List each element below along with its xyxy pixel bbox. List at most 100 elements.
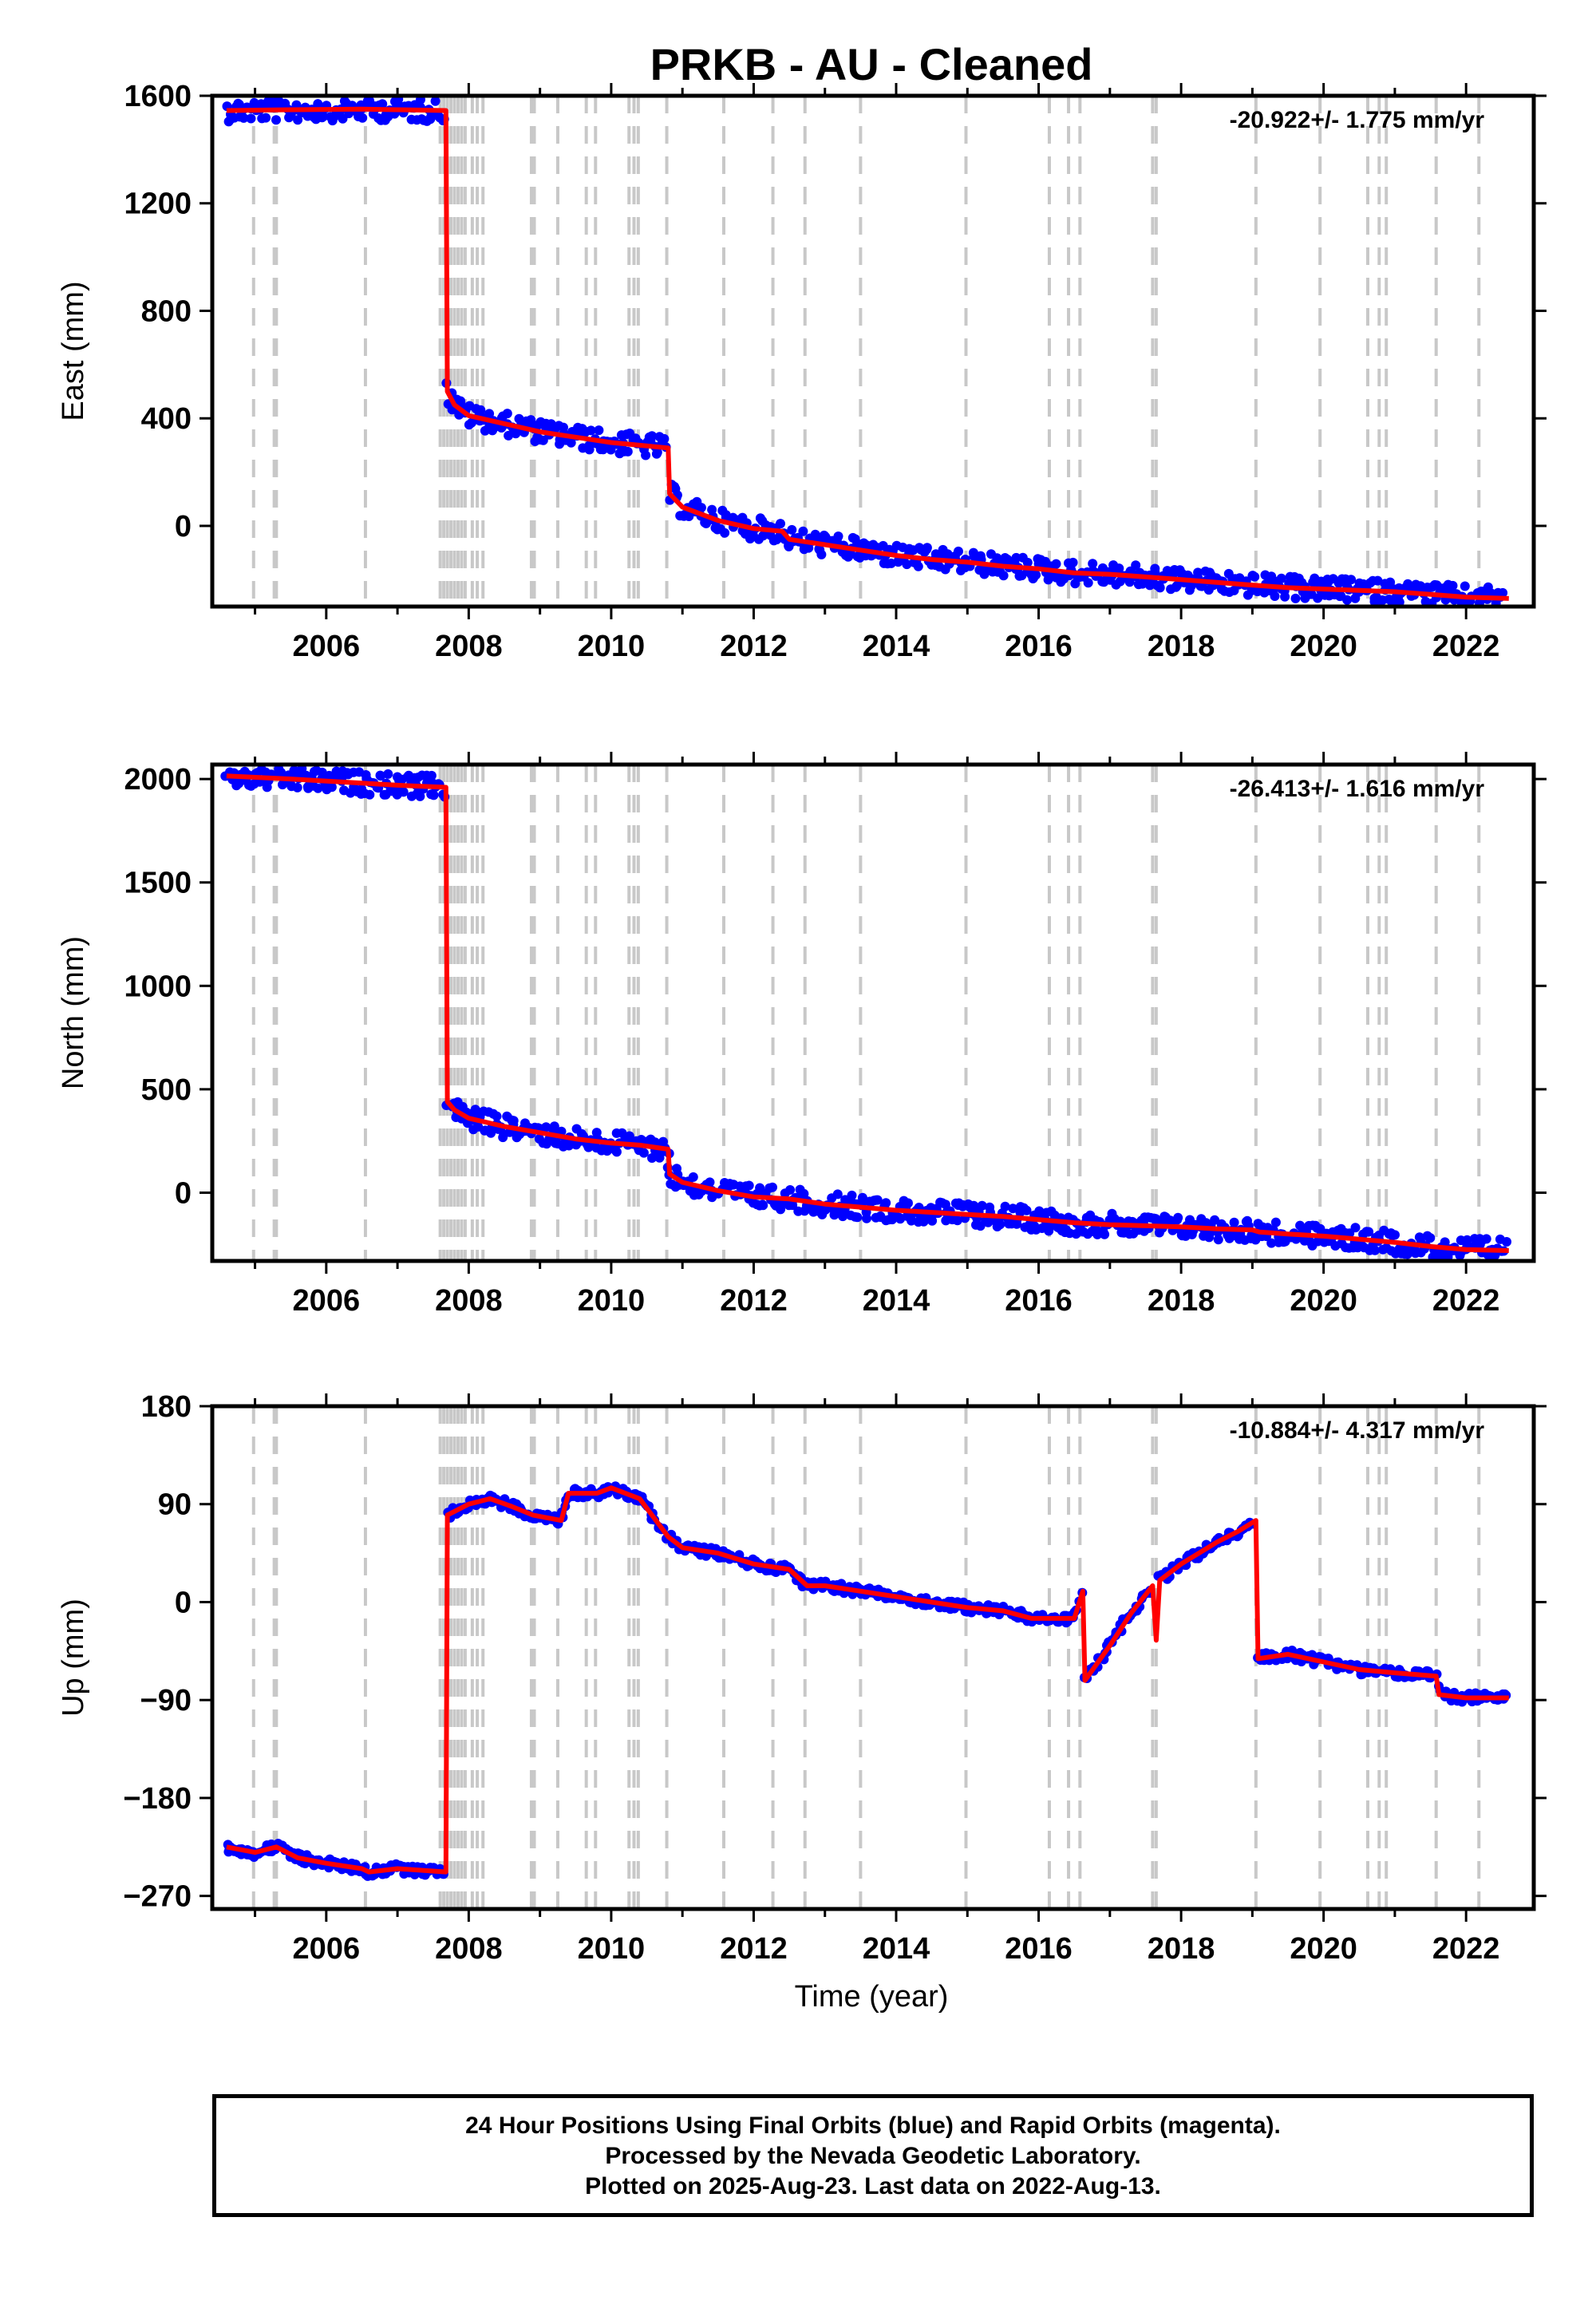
data-point <box>1266 1238 1277 1248</box>
panel-north: 2000 1500 1000 500 0 2006 2008 2010 2012 2014 2016… <box>57 752 1547 1318</box>
data-point <box>1187 1229 1197 1239</box>
data-point <box>1498 587 1508 598</box>
data-point <box>239 113 249 123</box>
x-tick-label: 2016 <box>1005 1284 1073 1318</box>
data-point <box>508 1116 519 1126</box>
data-point <box>492 1111 502 1121</box>
x-tick-label: 2008 <box>435 630 503 663</box>
data-point <box>611 1147 622 1157</box>
y-tick-label: 0 <box>175 1586 192 1619</box>
x-tick-label: 2018 <box>1148 1932 1215 1966</box>
x-tick-label: 2012 <box>720 1284 788 1318</box>
data-point <box>816 549 827 559</box>
data-point <box>975 551 986 561</box>
data-point <box>776 519 785 529</box>
y-tick-label: −180 <box>123 1782 192 1816</box>
x-tick-label: 2010 <box>578 1284 646 1318</box>
data-point <box>606 445 616 455</box>
data-point <box>1031 570 1041 580</box>
x-tick-label: 2008 <box>435 1932 503 1966</box>
data-point <box>922 544 932 555</box>
y-tick-label: 1000 <box>124 970 192 1003</box>
data-point <box>902 559 912 570</box>
data-point <box>833 532 843 541</box>
data-point <box>1068 557 1078 567</box>
data-point <box>1270 1217 1281 1227</box>
data-point <box>484 409 495 419</box>
data-point <box>1270 591 1280 601</box>
data-point <box>1460 581 1470 591</box>
x-tick-label: 2010 <box>578 1932 646 1966</box>
model-line <box>226 1485 1509 1875</box>
x-tick-label: 2016 <box>1005 630 1073 663</box>
y-axis-label: North (mm) <box>57 936 90 1089</box>
x-tick-label: 2006 <box>293 1932 361 1966</box>
data-point <box>954 546 963 556</box>
panel-up: 180 90 0 −90 −180 −270 2006 2008 2010 2012 2014 201… <box>57 1390 1547 1966</box>
rate-label: -10.884+/- 4.317 mm/yr <box>1230 1417 1485 1444</box>
x-tick-label: 2014 <box>863 1932 930 1966</box>
data-point <box>430 96 440 106</box>
x-tick-label: 2012 <box>720 630 788 663</box>
model-line <box>226 773 1509 1253</box>
x-tick-label: 2022 <box>1432 1932 1500 1966</box>
data-point <box>538 435 548 445</box>
data-point <box>376 771 386 781</box>
y-tick-label: 180 <box>141 1390 192 1424</box>
data-point <box>832 1189 843 1199</box>
footer-line-3: Plotted on 2025-Aug-23. Last data on 202… <box>585 2173 1161 2199</box>
y-tick-label: 2000 <box>124 763 192 796</box>
data-point <box>622 446 633 456</box>
x-tick-label: 2020 <box>1290 1284 1357 1318</box>
data-point <box>1250 571 1260 582</box>
data-point <box>1425 1233 1436 1243</box>
data-point <box>758 1200 768 1211</box>
data-point <box>398 787 409 797</box>
x-tick-label: 2020 <box>1290 630 1357 663</box>
data-point <box>688 1172 698 1182</box>
y-tick-label: 90 <box>158 1488 192 1522</box>
y-tick-label: 800 <box>141 294 192 328</box>
data-point <box>1346 575 1357 585</box>
data-point <box>261 113 271 123</box>
data-point <box>647 1153 657 1163</box>
data-point <box>659 433 670 444</box>
data-point <box>1373 575 1383 586</box>
x-axis-label: Time (year) <box>795 1980 949 2014</box>
footer-box: 24 Hour Positions Using Final Orbits (bl… <box>212 2094 1534 2217</box>
data-point <box>1100 1229 1110 1239</box>
x-tick-label: 2022 <box>1432 630 1500 663</box>
data-point <box>326 782 337 792</box>
data-point <box>1171 581 1182 591</box>
plot-frame <box>210 1404 1536 1911</box>
data-point <box>1280 591 1290 602</box>
data-point <box>1043 575 1053 585</box>
data-point <box>271 115 281 125</box>
data-point <box>1276 573 1286 583</box>
data-point <box>1088 559 1098 569</box>
data-point <box>594 425 604 436</box>
data-point <box>377 99 388 109</box>
rate-label: -26.413+/- 1.616 mm/yr <box>1230 776 1485 802</box>
y-tick-label: −270 <box>123 1880 192 1914</box>
data-point <box>696 503 706 513</box>
data-point <box>852 1212 863 1223</box>
data-point <box>641 450 651 460</box>
y-tick-label: 400 <box>141 402 192 436</box>
data-point <box>847 1190 857 1200</box>
y-tick-label: −90 <box>140 1684 192 1717</box>
data-point <box>292 782 302 792</box>
data-point <box>1390 1230 1400 1240</box>
data-point <box>365 789 375 800</box>
data-point <box>476 405 486 415</box>
model-line <box>226 106 1509 601</box>
x-tick-label: 2012 <box>720 1932 788 1966</box>
data-point <box>358 113 368 123</box>
data-point <box>276 767 286 777</box>
y-tick-label: 0 <box>175 1176 192 1210</box>
data-point <box>872 1195 883 1205</box>
data-point <box>1335 591 1345 602</box>
data-point <box>502 409 512 419</box>
data-point <box>1193 567 1203 578</box>
